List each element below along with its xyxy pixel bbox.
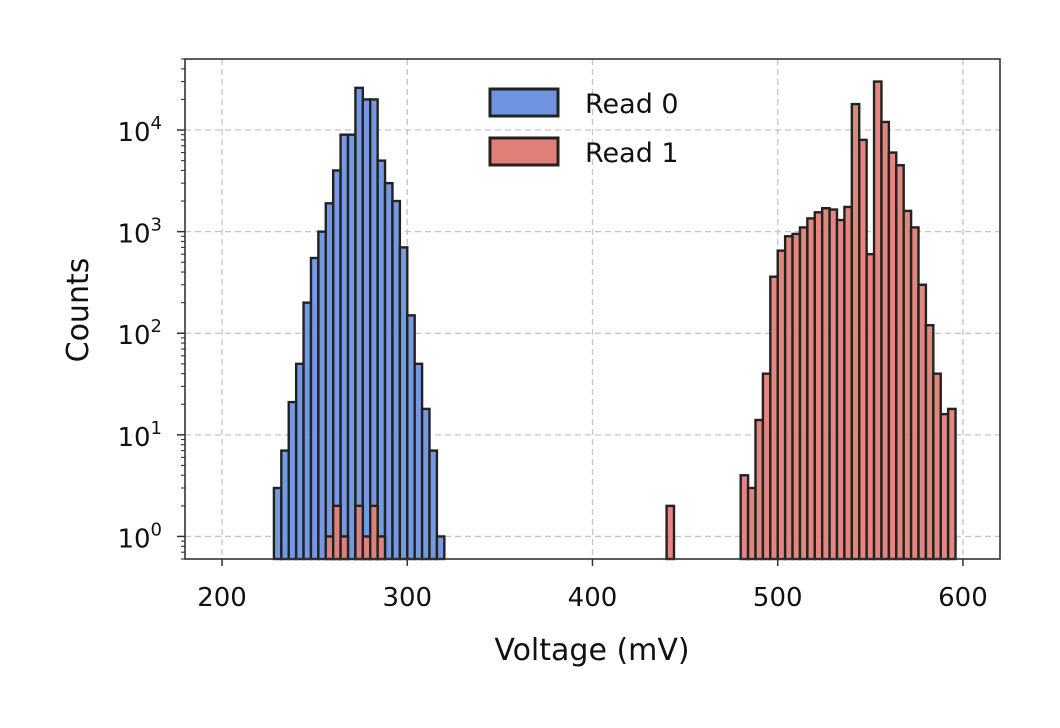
bar-read-1 [376,535,387,561]
x-tick-label: 400 [568,583,618,613]
legend-label-read-1: Read 1 [585,138,679,169]
legend-label-read-0: Read 0 [585,89,679,120]
y-tick-label: 100 [117,519,162,554]
legend-swatch-read-1 [488,136,560,167]
bar-read-1 [665,504,676,561]
bar-read-0 [435,535,446,561]
y-axis-ticks: 100 101 102 103 104 [117,58,185,560]
x-axis-ticks: 200 300 400 500 600 [197,559,988,613]
legend: Read 0 Read 1 [488,87,679,169]
bar-read-1 [339,535,350,561]
y-tick-label: 101 [117,418,162,453]
y-axis-label: Counts [61,258,96,363]
legend-swatch-read-0 [488,87,560,118]
x-tick-label: 500 [753,583,803,613]
x-tick-label: 300 [382,583,432,613]
bar-read-1 [946,407,957,561]
y-tick-label: 103 [117,215,162,250]
x-tick-label: 600 [938,583,988,613]
y-tick-label: 104 [117,113,162,148]
y-tick-label: 102 [117,316,162,351]
x-axis-label: Voltage (mV) [494,633,689,668]
x-tick-label: 200 [197,583,247,613]
series-read-0-bars [272,86,446,561]
